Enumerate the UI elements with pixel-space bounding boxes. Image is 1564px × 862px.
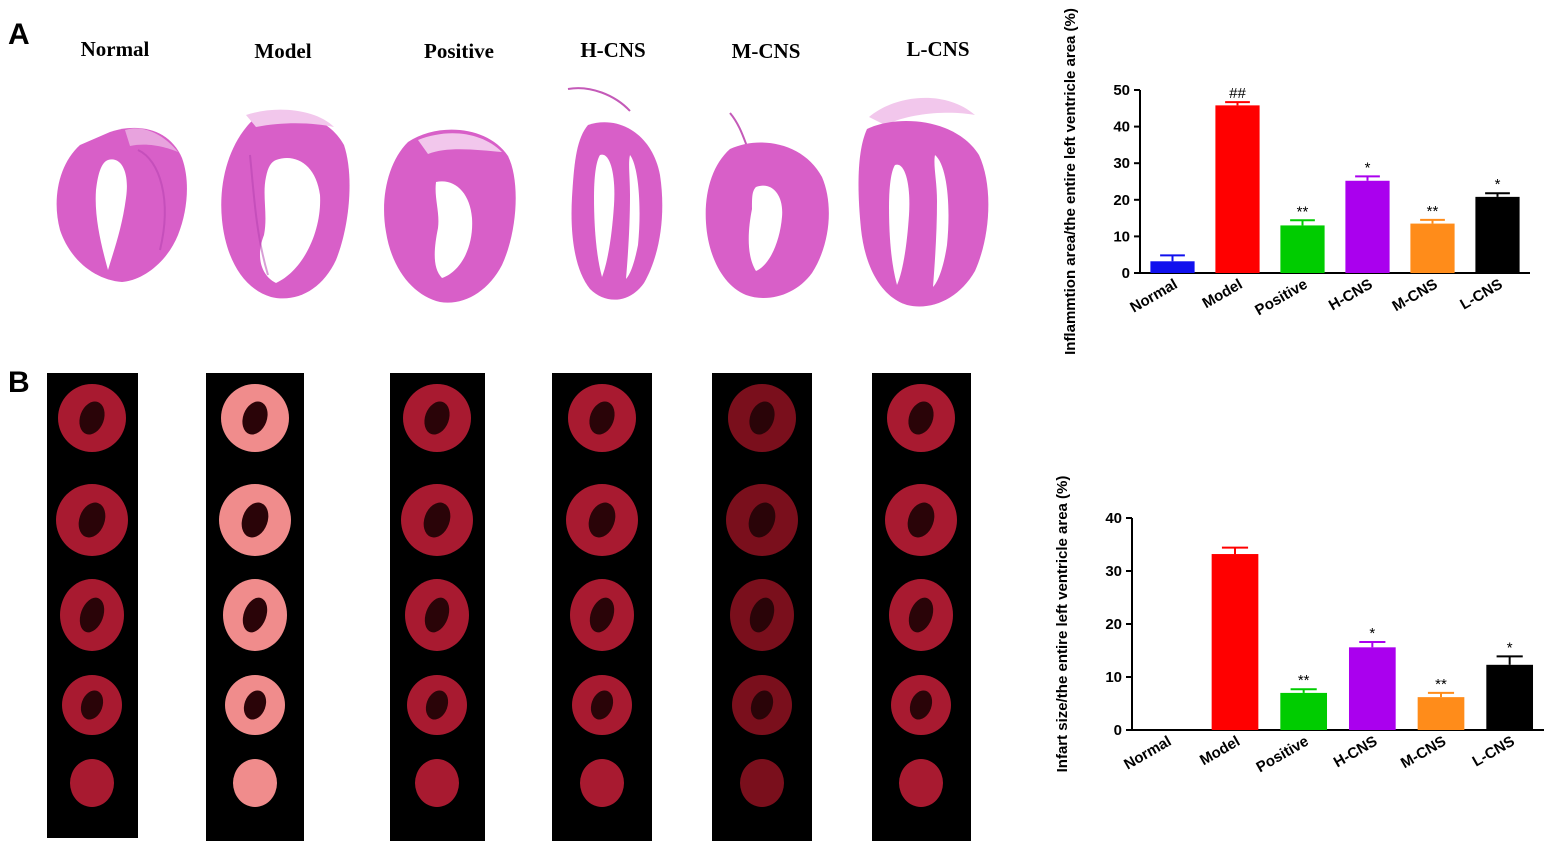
ttc-slice-lumen [588,502,616,538]
bar [1348,647,1396,730]
y-tick-label: 0 [1122,265,1130,282]
x-tick-label: H-CNS [1326,276,1376,314]
significance-label: ** [1298,672,1310,689]
y-tick-label: 10 [1113,228,1130,245]
significance-label: ## [1229,85,1246,102]
he-section-l-cns [858,97,989,307]
ttc-slice-lumen [590,690,614,720]
bar [1150,261,1195,273]
x-tick-label: Normal [1121,733,1174,774]
bar [1280,692,1328,730]
bar [1215,105,1260,273]
panel-label-b: B [8,366,30,399]
ttc-slice-lumen [242,401,268,435]
ttc-slice-lumen [909,690,933,720]
y-tick-label: 20 [1105,616,1122,633]
ttc-slice-lumen [589,401,615,435]
panel-label-a: A [8,18,30,51]
chart-inflammation-area: Inflammtion area/the entire left ventric… [1062,8,1530,355]
significance-label: ** [1297,203,1309,220]
group-label-m-cns: M-CNS [731,39,801,63]
ttc-slice [415,759,459,807]
group-label-l-cns: L-CNS [906,37,970,61]
ttc-slice [580,759,624,807]
ttc-slice-lumen [425,690,449,720]
bar [1486,664,1534,730]
ttc-slice-lumen [907,502,935,538]
ttc-slices [56,384,957,807]
ttc-slice-lumen [79,597,105,633]
ttc-slice-lumen [78,502,106,538]
x-tick-label: Normal [1127,276,1180,317]
significance-label: * [1365,159,1371,176]
significance-label: * [1369,625,1375,642]
bar [1280,225,1325,273]
chart-infarct-size: Infart size/the entire left ventricle ar… [1054,476,1544,776]
group-label-positive: Positive [424,39,494,63]
x-tick-label: Model [1199,276,1245,312]
he-section-m-cns [705,112,829,299]
x-tick-label: Positive [1253,733,1311,776]
y-tick-label: 50 [1113,82,1130,99]
ttc-slice-lumen [241,502,269,538]
y-tick-label: 10 [1105,669,1122,686]
x-tick-label: L-CNS [1457,276,1505,314]
ttc-slice-lumen [908,401,934,435]
ttc-slice-lumen [749,401,775,435]
ttc-slice-lumen [79,401,105,435]
group-label-model: Model [254,39,312,63]
y-axis-label: Infart size/the entire left ventricle ar… [1054,476,1071,773]
x-tick-label: H-CNS [1331,733,1381,771]
ttc-slice [740,759,784,807]
y-axis-label: Inflammtion area/the entire left ventric… [1062,8,1079,355]
y-tick-label: 30 [1113,155,1130,172]
ttc-slice [899,759,943,807]
x-tick-label: M-CNS [1398,733,1449,772]
y-tick-label: 20 [1113,192,1130,209]
bar [1417,697,1465,730]
bar [1475,196,1520,273]
he-section-model [221,109,350,299]
ttc-slice-lumen [750,690,774,720]
group-label-h-cns: H-CNS [580,38,646,62]
y-tick-label: 0 [1114,722,1122,739]
significance-label: * [1495,176,1501,193]
bar [1410,223,1455,273]
significance-label: ** [1435,676,1447,693]
y-tick-label: 40 [1113,119,1130,136]
ttc-slice-lumen [424,401,450,435]
he-section-normal [56,127,187,282]
ttc-slice-lumen [908,597,934,633]
x-tick-label: Model [1197,733,1243,769]
ttc-slice-lumen [243,690,267,720]
x-tick-label: M-CNS [1389,276,1440,315]
ttc-slice-lumen [423,502,451,538]
bar [1345,180,1390,273]
significance-label: * [1507,639,1513,656]
y-tick-label: 30 [1105,563,1122,580]
he-section-h-cns [567,87,663,300]
ttc-slice-lumen [748,502,776,538]
ttc-slice-lumen [589,597,615,633]
x-tick-label: Positive [1252,276,1310,319]
ttc-slice [233,759,277,807]
significance-label: ** [1427,203,1439,220]
ttc-slice-lumen [80,690,104,720]
x-tick-label: L-CNS [1469,733,1517,771]
ttc-slice-lumen [242,597,268,633]
ttc-slice-lumen [424,597,450,633]
bar [1211,554,1259,730]
ttc-slice [70,759,114,807]
group-label-normal: Normal [80,37,150,61]
he-section-positive [384,129,516,303]
ttc-slice-lumen [749,597,775,633]
y-tick-label: 40 [1105,510,1122,527]
